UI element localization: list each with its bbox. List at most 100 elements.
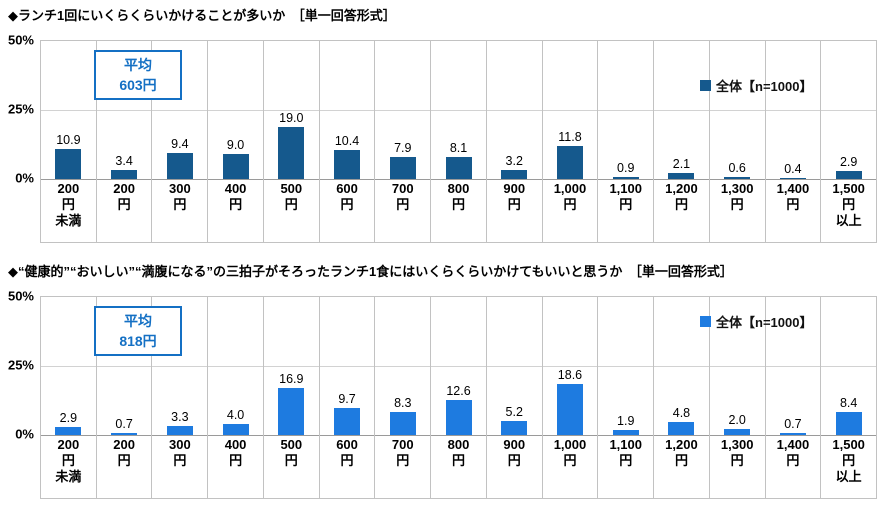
bar xyxy=(501,170,528,179)
legend: 全体【n=1000】 xyxy=(700,76,812,95)
bar xyxy=(556,146,583,179)
x-tick-label: 900 円 xyxy=(487,178,543,242)
bar-slot: 8.3 xyxy=(375,297,432,435)
bar xyxy=(668,421,695,435)
bar-slot: 8.4 xyxy=(821,297,878,435)
x-tick-label: 200 円 xyxy=(97,434,153,498)
x-tick-label: 1,400 円 xyxy=(766,178,822,242)
y-axis-tick-0: 0% xyxy=(15,170,34,186)
bar xyxy=(222,154,249,179)
bar xyxy=(278,126,305,179)
bar-value-label: 5.2 xyxy=(505,404,523,419)
x-tick-label: 300 円 xyxy=(152,434,209,498)
bar-value-label: 0.4 xyxy=(784,161,802,176)
bar xyxy=(55,148,82,179)
bar-slot: 4.0 xyxy=(208,297,264,435)
bar xyxy=(166,425,193,435)
bar-value-label: 0.6 xyxy=(728,161,746,176)
bar-slot: 2.0 xyxy=(710,297,766,435)
bar-value-label: 2.9 xyxy=(839,155,858,169)
x-tick-label: 800 円 xyxy=(431,434,487,498)
bar-value-label: 4.8 xyxy=(672,405,691,420)
bar-slot: 4.8 xyxy=(654,297,710,435)
bar xyxy=(334,408,361,435)
x-tick-label: 200 円 未満 xyxy=(41,434,97,498)
bar-value-label: 3.2 xyxy=(505,154,523,169)
bar-value-label: 16.9 xyxy=(279,372,304,387)
bar-slot: 3.4 xyxy=(97,41,153,179)
bar-value-label: 3.3 xyxy=(171,409,189,424)
bar-value-label: 10.4 xyxy=(334,134,360,149)
bar-slot: 11.8 xyxy=(543,41,599,179)
bar-slot: 18.6 xyxy=(543,297,599,435)
bar-slot: 0.4 xyxy=(766,41,822,179)
x-tick-label: 1,200 円 xyxy=(654,178,710,242)
plot-area: 2.9 0.7 3.3 4.0 16.9 9.7 8.3 12.6 5.2 18.6 1.9 4.8 2… xyxy=(40,296,878,436)
bar-value-label: 4.0 xyxy=(226,407,245,422)
x-tick-label: 600 円 xyxy=(320,434,376,498)
bar xyxy=(835,411,862,435)
y-axis-tick-50: 50% xyxy=(7,288,34,304)
bar-value-label: 9.4 xyxy=(171,137,189,152)
bar xyxy=(501,420,528,435)
bar-slot: 3.3 xyxy=(152,297,209,435)
x-axis-labels: 200 円 未満 200 円 300 円 400 円 500 円 600 円 700 円 80… xyxy=(40,434,878,499)
x-tick-label: 1,300 円 xyxy=(710,178,766,242)
average-box: 平均 818円 xyxy=(94,306,182,356)
legend-label: 全体【n=1000】 xyxy=(716,315,813,330)
average-box: 平均 603円 xyxy=(94,50,182,100)
x-tick-label: 1,500 円 以上 xyxy=(821,178,878,242)
bar xyxy=(278,388,305,435)
x-tick-label: 1,300 円 xyxy=(710,434,766,498)
bar-slot: 0.7 xyxy=(766,297,822,435)
bar-value-label: 0.7 xyxy=(115,417,133,432)
x-tick-label: 900 円 xyxy=(487,434,543,498)
bar xyxy=(222,423,249,435)
bar xyxy=(55,427,82,435)
bar xyxy=(556,383,583,435)
bar-slot: 9.0 xyxy=(208,41,264,179)
bar-value-label: 2.0 xyxy=(728,413,746,428)
bar-slot: 12.6 xyxy=(431,297,487,435)
bar xyxy=(111,433,138,435)
bar-slot: 0.7 xyxy=(97,297,153,435)
y-axis-tick-25: 25% xyxy=(7,357,34,373)
bar xyxy=(111,169,138,179)
bar-value-label: 2.9 xyxy=(59,411,78,425)
x-tick-label: 1,000 円 xyxy=(543,178,599,242)
bar-value-label: 9.7 xyxy=(338,392,356,407)
bar-slot: 16.9 xyxy=(264,297,320,435)
bar-value-label: 18.6 xyxy=(557,367,583,382)
average-value: 603円 xyxy=(119,77,157,93)
bar-slot: 2.1 xyxy=(654,41,710,179)
y-axis-tick-25: 25% xyxy=(7,101,34,117)
bar xyxy=(779,433,806,435)
bar-slot: 0.6 xyxy=(710,41,766,179)
bar-value-label: 0.9 xyxy=(617,160,635,175)
x-tick-label: 400 円 xyxy=(208,434,264,498)
bar xyxy=(612,429,639,435)
x-tick-label: 1,200 円 xyxy=(654,434,710,498)
bar-slot: 8.1 xyxy=(431,41,487,179)
x-tick-label: 200 円 xyxy=(97,178,153,242)
plot-area: 10.9 3.4 9.4 9.0 19.0 10.4 7.9 8.1 3.2 11.8 0.9 2.1… xyxy=(40,40,878,180)
bar xyxy=(835,171,862,179)
legend-color-swatch xyxy=(700,316,711,327)
x-tick-label: 400 円 xyxy=(208,178,264,242)
y-axis-tick-0: 0% xyxy=(15,426,34,442)
bar-slot: 9.4 xyxy=(152,41,209,179)
gridline-25pct xyxy=(41,366,877,367)
x-tick-label: 600 円 xyxy=(320,178,376,242)
chart-title: ◆“健康的”“おいしい”“満腹になる”の三拍子がそろったランチ1食にはいくらくら… xyxy=(8,264,733,279)
bar-slot: 2.9 xyxy=(821,41,878,179)
y-axis-tick-50: 50% xyxy=(7,32,34,48)
bar-slot: 7.9 xyxy=(375,41,432,179)
bar-value-label: 2.1 xyxy=(672,157,691,172)
x-tick-label: 800 円 xyxy=(431,178,487,242)
legend: 全体【n=1000】 xyxy=(700,312,812,331)
bar-value-label: 1.9 xyxy=(617,413,635,428)
bar-value-label: 3.4 xyxy=(115,153,133,168)
x-tick-label: 500 円 xyxy=(264,434,320,498)
gridline-25pct xyxy=(41,110,877,111)
